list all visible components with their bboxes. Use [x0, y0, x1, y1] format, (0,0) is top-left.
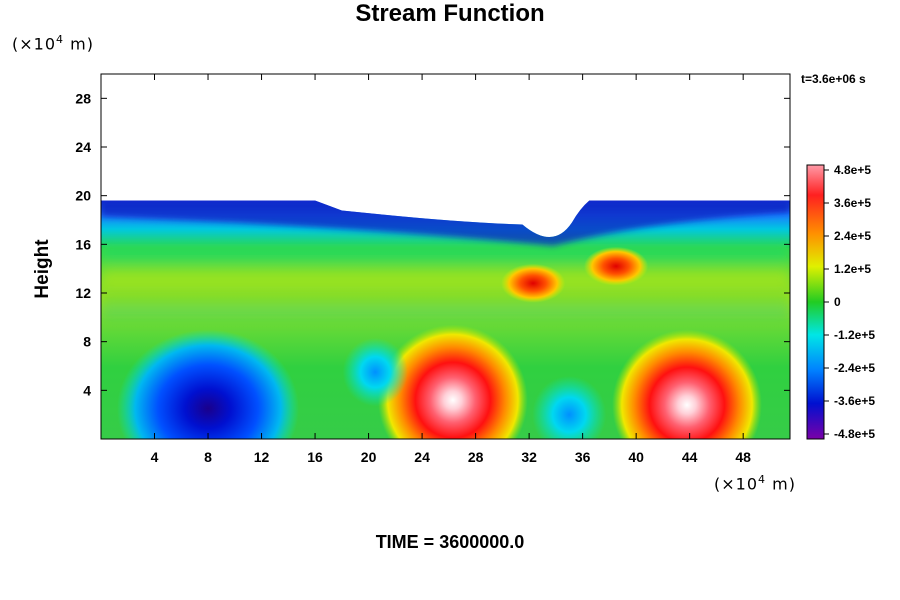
- colorbar-tick-label: 3.6e+5: [834, 196, 871, 210]
- y-tick-label: 4: [83, 382, 91, 398]
- x-tick-label: 48: [735, 449, 751, 465]
- x-tick-label: 16: [307, 449, 323, 465]
- colorbar-tick-label: -1.2e+5: [834, 328, 875, 342]
- x-tick-label: 4: [151, 449, 159, 465]
- field-extremum: [532, 376, 606, 454]
- y-tick-label: 20: [75, 188, 91, 204]
- field-extremum: [584, 247, 648, 286]
- x-tick-label: 8: [204, 449, 212, 465]
- x-tick-label: 12: [254, 449, 270, 465]
- colorbar-tick-label: -3.6e+5: [834, 394, 875, 408]
- field-layer-band: [101, 248, 790, 260]
- x-tick-label: 32: [521, 449, 537, 465]
- x-tick-label: 20: [361, 449, 377, 465]
- x-tick-label: 40: [628, 449, 644, 465]
- y-tick-label: 24: [75, 139, 91, 155]
- colorbar-tick-label: 0: [834, 295, 841, 309]
- field-extremum: [378, 325, 528, 476]
- field-extremum: [501, 264, 565, 303]
- colorbar-ticks: 4.8e+5 3.6e+5 2.4e+5 1.2e+5 0 -1.2e+5 -2.4e+5 -…: [824, 163, 875, 441]
- colorbar-tick-label: -2.4e+5: [834, 361, 875, 375]
- y-tick-label: 16: [75, 236, 91, 252]
- x-tick-label: 24: [414, 449, 430, 465]
- field-layer-band: [101, 270, 790, 287]
- y-tick-label: 12: [75, 285, 91, 301]
- y-tick-label: 28: [75, 90, 91, 106]
- x-tick-label: 36: [575, 449, 591, 465]
- colorbar-tick-label: -4.8e+5: [834, 427, 875, 441]
- y-tick-label: 8: [83, 334, 91, 350]
- x-tick-label: 28: [468, 449, 484, 465]
- field-layer-band: [101, 291, 790, 306]
- colorbar-tick-label: 4.8e+5: [834, 163, 871, 177]
- x-tick-label: 44: [682, 449, 698, 465]
- colorbar-tick-label: 2.4e+5: [834, 229, 871, 243]
- colorbar-tick-label: 1.2e+5: [834, 262, 871, 276]
- contour-field: [101, 201, 790, 488]
- field-layer-band: [101, 308, 790, 318]
- colorbar: [807, 165, 824, 439]
- field-extremum: [343, 338, 408, 406]
